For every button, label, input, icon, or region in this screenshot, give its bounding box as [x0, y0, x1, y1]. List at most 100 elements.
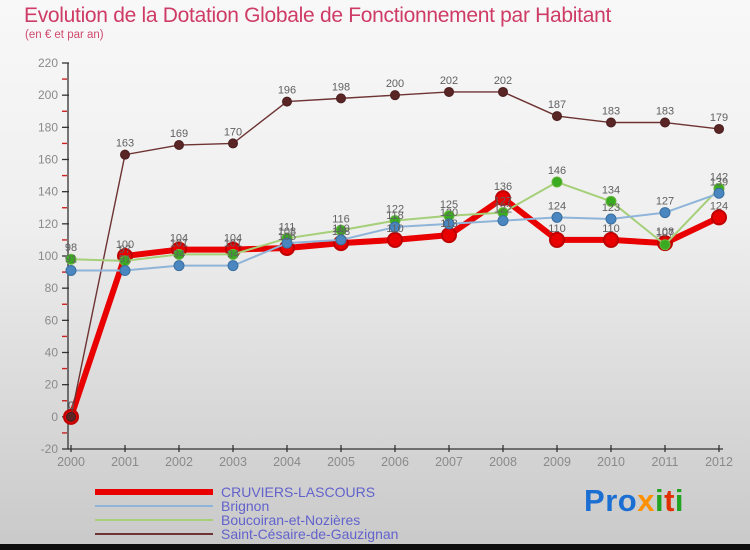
x-tick-label: 2008 — [489, 455, 517, 469]
chart-subtitle: (en € et par an) — [25, 29, 104, 41]
point-value-label: 169 — [170, 128, 188, 140]
point-value-label: 113 — [440, 218, 458, 230]
data-point-brignon — [119, 264, 131, 276]
data-point-saint-c-saire-de-gauzignan — [552, 111, 562, 122]
y-tick-label: 0 — [51, 410, 58, 424]
data-point-cruviers-lascours — [711, 209, 727, 226]
point-value-label: 179 — [710, 112, 728, 124]
point-value-label: 198 — [332, 81, 350, 93]
y-tick-label: 80 — [45, 281, 59, 295]
y-tick-label: 20 — [45, 378, 59, 392]
data-point-cruviers-lascours — [603, 231, 619, 248]
point-value-label: 91 — [65, 253, 77, 265]
point-value-label: 94 — [173, 249, 185, 261]
point-value-label: 196 — [278, 85, 296, 97]
data-point-saint-c-saire-de-gauzignan — [714, 123, 724, 134]
data-point-brignon — [497, 215, 509, 227]
data-point-boucoiran-et-nozi-res — [173, 248, 185, 260]
legend-item-brignon: Brignon — [95, 499, 398, 513]
point-value-label: 122 — [494, 204, 512, 216]
x-tick-label: 2007 — [435, 455, 463, 469]
point-value-label: 134 — [602, 184, 620, 196]
data-point-brignon — [551, 211, 563, 223]
logo-letter: i — [654, 483, 665, 518]
point-value-label: 107 — [656, 228, 674, 240]
point-value-label: 187 — [548, 99, 566, 111]
data-point-cruviers-lascours — [387, 231, 403, 248]
data-point-boucoiran-et-nozi-res — [605, 195, 617, 207]
point-value-label: 91 — [119, 253, 131, 265]
y-tick-label: 200 — [38, 88, 58, 102]
point-value-label: 110 — [332, 223, 350, 235]
legend-item-boucoiran: Boucoiran-et-Nozières — [95, 513, 398, 527]
point-value-label: 202 — [440, 75, 458, 87]
legend-label: Brignon — [221, 498, 270, 514]
y-tick-label: 40 — [45, 346, 59, 360]
point-value-label: 94 — [227, 249, 239, 261]
legend-label: Boucoiran-et-Nozières — [221, 512, 361, 528]
data-point-saint-c-saire-de-gauzignan — [336, 93, 346, 104]
point-value-label: 108 — [656, 226, 674, 238]
data-point-saint-c-saire-de-gauzignan — [606, 117, 616, 128]
x-tick-label: 2009 — [543, 455, 571, 469]
legend-swatch-brignon — [95, 505, 213, 507]
data-point-saint-c-saire-de-gauzignan — [390, 90, 400, 101]
legend-label: CRUVIERS-LASCOURS — [221, 484, 376, 500]
legend-swatch-saint-cesaire — [95, 533, 213, 535]
chart-title: Evolution de la Dotation Globale de Fonc… — [24, 4, 611, 27]
data-point-brignon — [173, 260, 185, 272]
data-point-cruviers-lascours — [549, 231, 565, 248]
point-value-label: 108 — [332, 226, 350, 238]
data-point-boucoiran-et-nozi-res — [551, 176, 563, 188]
x-tick-label: 2003 — [219, 455, 247, 469]
legend-item-cruviers-lascours: CRUVIERS-LASCOURS — [95, 485, 398, 499]
point-value-label: 110 — [386, 223, 404, 235]
series-brignon — [65, 187, 725, 276]
y-tick-label: 120 — [38, 217, 58, 231]
legend-label: Saint-Césaire-de-Gauzignan — [221, 526, 399, 542]
logo-letter: t — [664, 483, 675, 518]
x-tick-label: 2000 — [57, 455, 85, 469]
point-value-label: 127 — [494, 196, 512, 208]
data-point-saint-c-saire-de-gauzignan — [444, 86, 454, 97]
y-tick-label: -20 — [41, 442, 59, 456]
point-value-label: 139 — [710, 176, 728, 188]
point-value-label: 202 — [494, 75, 512, 87]
x-tick-label: 2004 — [273, 455, 301, 469]
point-value-label: 101 — [170, 237, 188, 249]
logo-letter: r — [605, 483, 618, 518]
point-value-label: 111 — [279, 221, 296, 233]
y-tick-label: 160 — [38, 153, 58, 167]
point-value-label: 100 — [116, 239, 134, 251]
data-point-cruviers-lascours — [495, 190, 511, 207]
data-point-brignon — [443, 218, 455, 230]
point-value-label: 124 — [710, 200, 728, 212]
data-point-brignon — [335, 234, 347, 246]
data-point-brignon — [281, 237, 293, 249]
point-value-label: 125 — [440, 199, 458, 211]
point-value-label: 104 — [170, 233, 188, 245]
data-point-saint-c-saire-de-gauzignan — [66, 411, 76, 422]
legend-swatch-boucoiran — [95, 519, 213, 521]
y-tick-label: 60 — [45, 313, 59, 327]
point-value-label: 124 — [548, 200, 566, 212]
point-value-label: 108 — [278, 226, 296, 238]
bottom-bar — [0, 544, 750, 550]
point-value-label: 183 — [656, 106, 674, 118]
data-point-brignon — [659, 207, 671, 219]
point-value-label: 146 — [548, 165, 566, 177]
point-value-label: 163 — [116, 138, 134, 150]
point-value-label: 170 — [224, 126, 242, 138]
y-tick-label: 140 — [38, 185, 58, 199]
point-value-label: 105 — [278, 231, 296, 243]
x-tick-label: 2005 — [327, 455, 355, 469]
data-point-brignon — [713, 187, 725, 199]
logo-letter: o — [617, 483, 638, 518]
data-point-brignon — [227, 260, 239, 272]
legend-item-saint-cesaire: Saint-Césaire-de-Gauzignan — [95, 527, 398, 541]
y-tick-label: 220 — [38, 56, 58, 70]
point-value-label: 123 — [602, 202, 620, 214]
